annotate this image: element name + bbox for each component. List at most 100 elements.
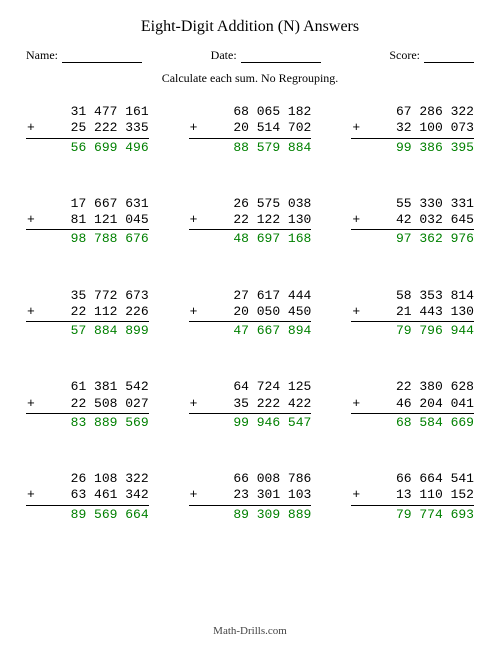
- answer: 89 569 664: [26, 506, 149, 523]
- addend-2-row: +22 122 130: [189, 212, 312, 230]
- plus-sign: +: [351, 212, 360, 228]
- answer: 57 884 899: [26, 322, 149, 339]
- addend-2-row: +42 032 645: [351, 212, 474, 230]
- addend-2-row: +25 222 335: [26, 120, 149, 138]
- answer: 97 362 976: [351, 230, 474, 247]
- addend-1: 58 353 814: [351, 288, 474, 304]
- answer: 79 796 944: [351, 322, 474, 339]
- addend-1: 31 477 161: [26, 104, 149, 120]
- addend-1: 27 617 444: [189, 288, 312, 304]
- plus-sign: +: [189, 304, 198, 320]
- name-label: Name:: [26, 48, 58, 63]
- answer: 83 889 569: [26, 414, 149, 431]
- answer: 48 697 168: [189, 230, 312, 247]
- problem: 22 380 628+46 204 04168 584 669: [351, 379, 474, 431]
- addend-2: 21 443 130: [396, 304, 474, 320]
- plus-sign: +: [189, 396, 198, 412]
- plus-sign: +: [189, 487, 198, 503]
- answer: 47 667 894: [189, 322, 312, 339]
- addend-2-row: +63 461 342: [26, 487, 149, 505]
- answer: 56 699 496: [26, 139, 149, 156]
- problem: 66 664 541+13 110 15279 774 693: [351, 471, 474, 523]
- problem: 26 575 038+22 122 13048 697 168: [189, 196, 312, 248]
- addend-2: 81 121 045: [71, 212, 149, 228]
- answer: 88 579 884: [189, 139, 312, 156]
- addend-1: 22 380 628: [351, 379, 474, 395]
- problem: 17 667 631+81 121 04598 788 676: [26, 196, 149, 248]
- problem: 66 008 786+23 301 10389 309 889: [189, 471, 312, 523]
- plus-sign: +: [26, 120, 35, 136]
- problem: 68 065 182+20 514 70288 579 884: [189, 104, 312, 156]
- addend-2: 42 032 645: [396, 212, 474, 228]
- problem: 67 286 322+32 100 07399 386 395: [351, 104, 474, 156]
- plus-sign: +: [26, 212, 35, 228]
- addend-2: 13 110 152: [396, 487, 474, 503]
- addend-2-row: +20 514 702: [189, 120, 312, 138]
- problem: 31 477 161+25 222 33556 699 496: [26, 104, 149, 156]
- plus-sign: +: [351, 304, 360, 320]
- addend-2: 25 222 335: [71, 120, 149, 136]
- problem: 35 772 673+22 112 22657 884 899: [26, 288, 149, 340]
- name-field: Name:: [26, 48, 142, 63]
- problem: 27 617 444+20 050 45047 667 894: [189, 288, 312, 340]
- answer: 89 309 889: [189, 506, 312, 523]
- addend-2-row: +35 222 422: [189, 396, 312, 414]
- footer-text: Math-Drills.com: [0, 625, 500, 637]
- plus-sign: +: [26, 487, 35, 503]
- plus-sign: +: [26, 304, 35, 320]
- instruction-text: Calculate each sum. No Regrouping.: [26, 71, 474, 86]
- addend-2-row: +22 112 226: [26, 304, 149, 322]
- answer: 79 774 693: [351, 506, 474, 523]
- addend-2-row: +23 301 103: [189, 487, 312, 505]
- addend-2-row: +81 121 045: [26, 212, 149, 230]
- name-line: [62, 62, 142, 63]
- score-field: Score:: [389, 48, 474, 63]
- plus-sign: +: [351, 120, 360, 136]
- addend-2: 35 222 422: [233, 396, 311, 412]
- addend-1: 26 108 322: [26, 471, 149, 487]
- addend-2: 63 461 342: [71, 487, 149, 503]
- addend-1: 68 065 182: [189, 104, 312, 120]
- addend-1: 61 381 542: [26, 379, 149, 395]
- addend-2: 22 122 130: [233, 212, 311, 228]
- addend-1: 17 667 631: [26, 196, 149, 212]
- problem: 26 108 322+63 461 34289 569 664: [26, 471, 149, 523]
- addend-1: 66 664 541: [351, 471, 474, 487]
- answer: 98 788 676: [26, 230, 149, 247]
- answer: 68 584 669: [351, 414, 474, 431]
- plus-sign: +: [26, 396, 35, 412]
- answer: 99 386 395: [351, 139, 474, 156]
- addend-1: 35 772 673: [26, 288, 149, 304]
- addend-1: 26 575 038: [189, 196, 312, 212]
- addend-2: 22 112 226: [71, 304, 149, 320]
- addend-2: 20 050 450: [233, 304, 311, 320]
- date-field: Date:: [211, 48, 321, 63]
- addend-2: 23 301 103: [233, 487, 311, 503]
- addend-2-row: +13 110 152: [351, 487, 474, 505]
- page-title: Eight-Digit Addition (N) Answers: [26, 18, 474, 36]
- problems-grid: 31 477 161+25 222 33556 699 49668 065 18…: [26, 104, 474, 523]
- addend-1: 55 330 331: [351, 196, 474, 212]
- addend-2-row: +20 050 450: [189, 304, 312, 322]
- addend-1: 64 724 125: [189, 379, 312, 395]
- date-line: [241, 62, 321, 63]
- answer: 99 946 547: [189, 414, 312, 431]
- addend-1: 66 008 786: [189, 471, 312, 487]
- addend-2-row: +32 100 073: [351, 120, 474, 138]
- addend-1: 67 286 322: [351, 104, 474, 120]
- addend-2-row: +21 443 130: [351, 304, 474, 322]
- addend-2-row: +46 204 041: [351, 396, 474, 414]
- addend-2: 20 514 702: [233, 120, 311, 136]
- score-label: Score:: [389, 48, 420, 63]
- plus-sign: +: [189, 212, 198, 228]
- score-line: [424, 62, 474, 63]
- problem: 58 353 814+21 443 13079 796 944: [351, 288, 474, 340]
- plus-sign: +: [351, 487, 360, 503]
- addend-2: 46 204 041: [396, 396, 474, 412]
- header-row: Name: Date: Score:: [26, 48, 474, 63]
- addend-2: 22 508 027: [71, 396, 149, 412]
- plus-sign: +: [351, 396, 360, 412]
- problem: 55 330 331+42 032 64597 362 976: [351, 196, 474, 248]
- addend-2-row: +22 508 027: [26, 396, 149, 414]
- problem: 64 724 125+35 222 42299 946 547: [189, 379, 312, 431]
